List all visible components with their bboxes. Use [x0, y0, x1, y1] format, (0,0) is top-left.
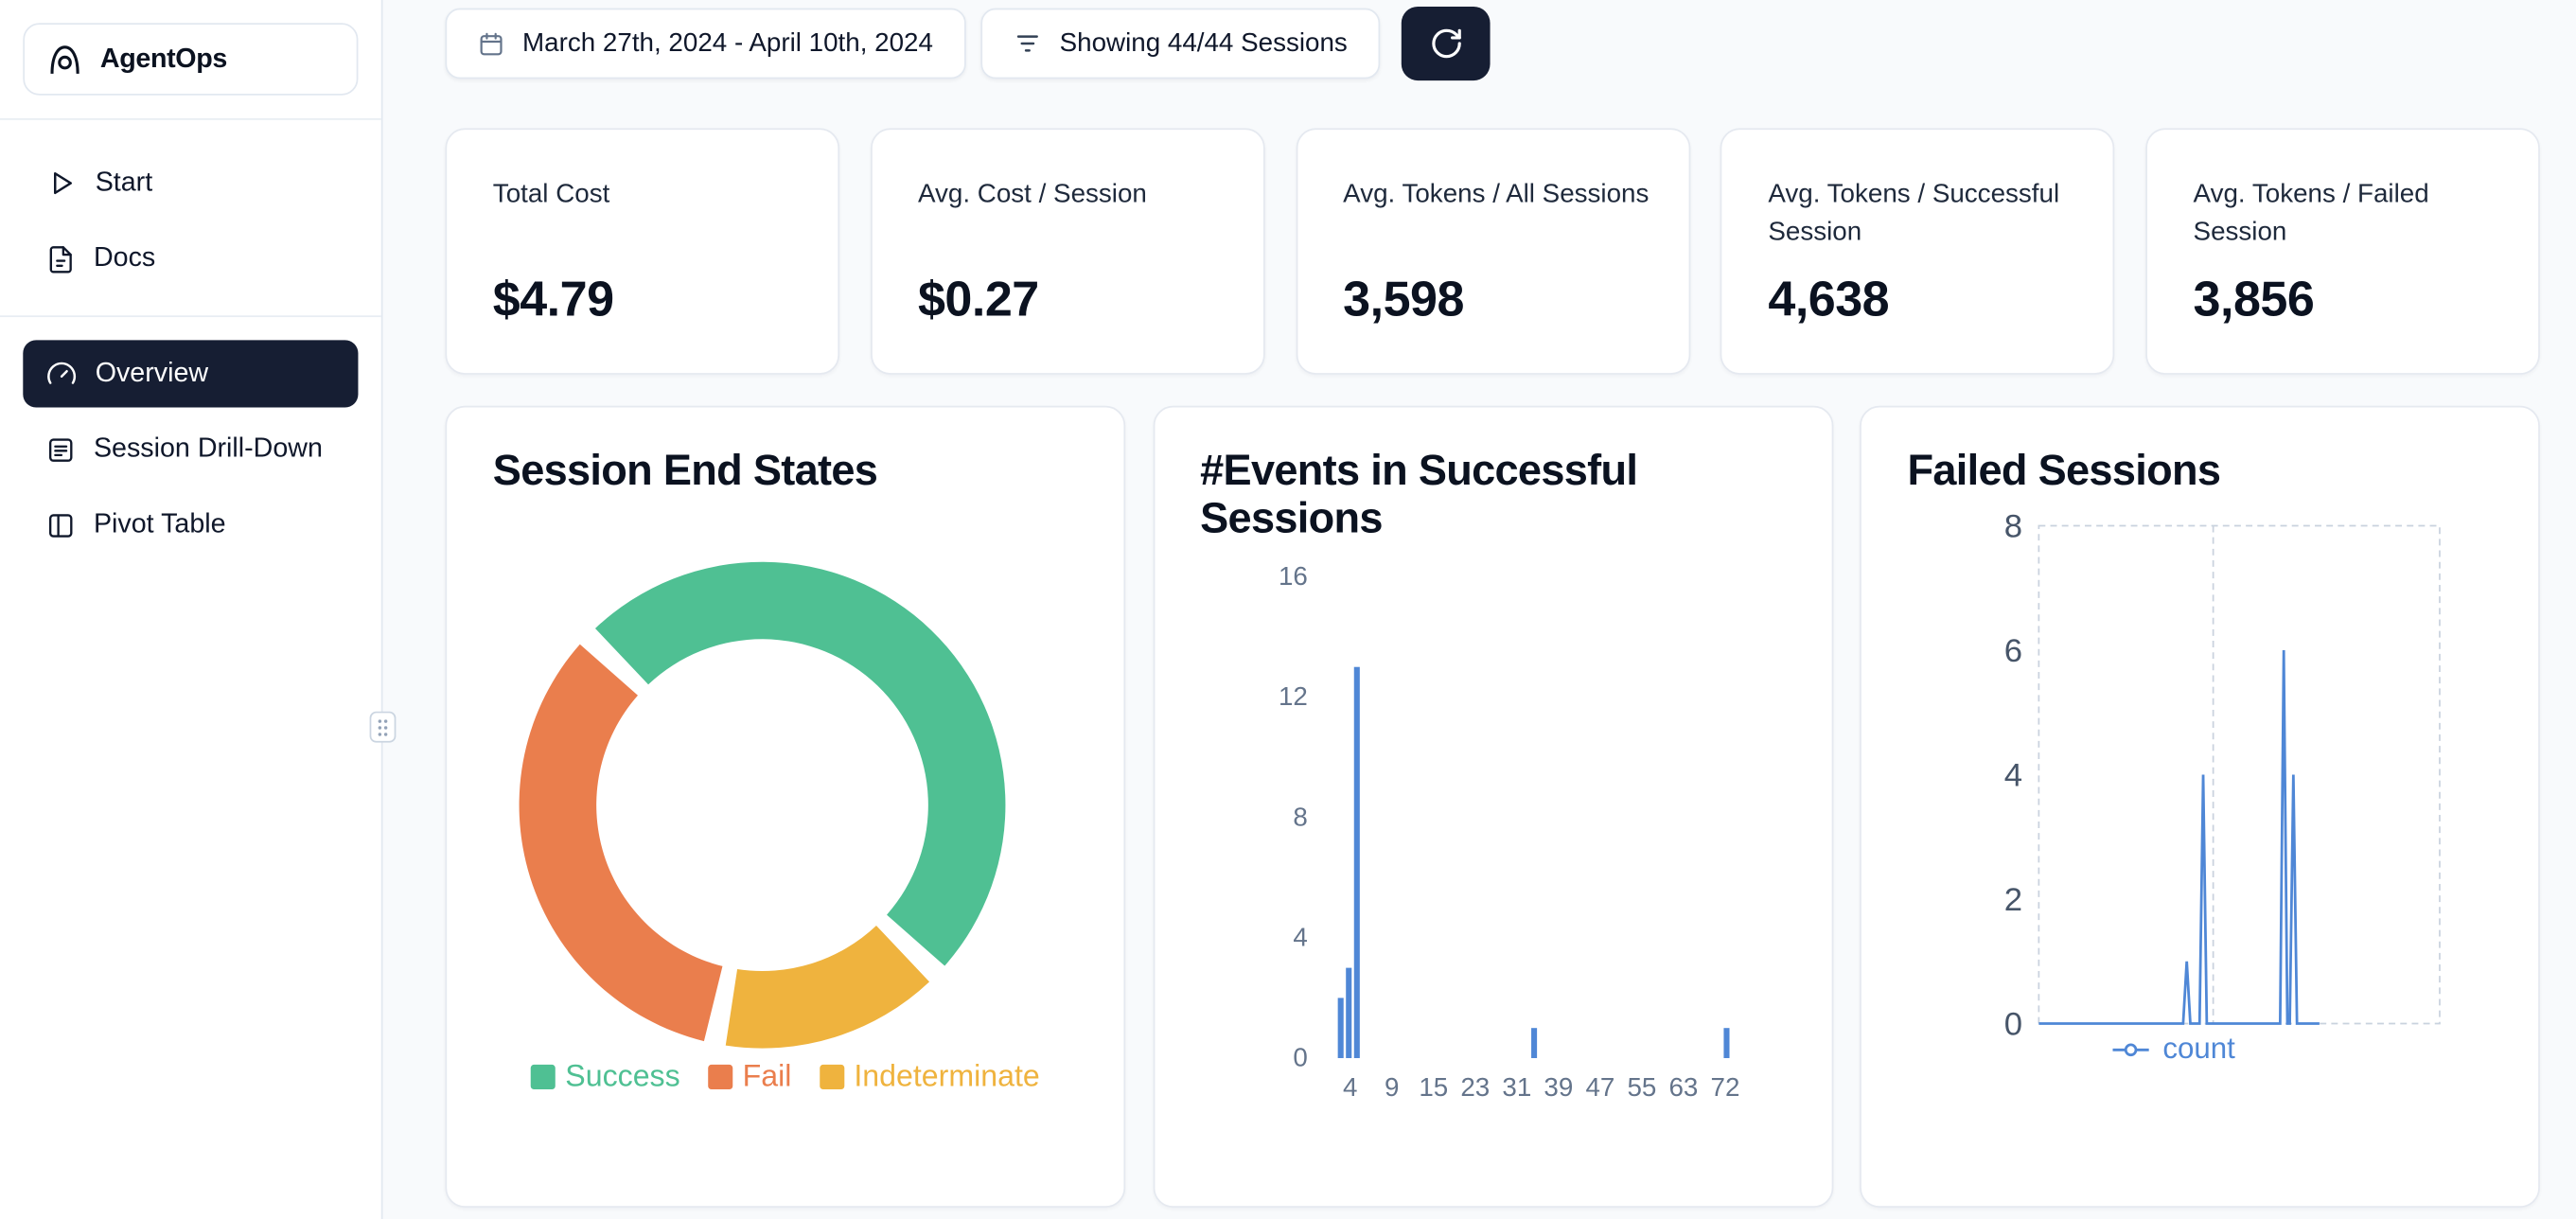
stat-title: Avg. Tokens / Successful Session [1768, 180, 2060, 247]
legend-label: Success [565, 1057, 680, 1093]
svg-text:9: 9 [1384, 1072, 1398, 1102]
stat-card-avg-tokens-all: Avg. Tokens / All Sessions 3,598 [1295, 128, 1690, 375]
date-range-button[interactable]: March 27th, 2024 - April 10th, 2024 [445, 8, 966, 80]
svg-text:0: 0 [1293, 1043, 1307, 1072]
stat-value: $4.79 [492, 273, 614, 327]
document-icon [49, 245, 72, 273]
legend-swatch-icon [819, 1064, 844, 1089]
refresh-icon [1431, 28, 1461, 59]
stats-row: Total Cost $4.79 Avg. Cost / Session $0.… [445, 128, 2540, 375]
donut-chart [519, 561, 1006, 1049]
sidebar-item-docs[interactable]: Docs [23, 225, 358, 292]
legend-item-indeterminate[interactable]: Indeterminate [819, 1057, 1040, 1094]
gauge-icon [47, 362, 77, 384]
stat-title: Avg. Tokens / All Sessions [1343, 180, 1650, 209]
stat-title: Avg. Tokens / Failed Session [2193, 180, 2429, 247]
main-content: March 27th, 2024 - April 10th, 2024 Show… [382, 0, 2576, 1219]
chart-legend: Success Fail Indeterminate [447, 1058, 1123, 1094]
sidebar-resize-handle[interactable] [369, 711, 397, 743]
toolbar: March 27th, 2024 - April 10th, 2024 Show… [445, 6, 2539, 81]
svg-text:31: 31 [1502, 1072, 1531, 1102]
list-icon [48, 437, 73, 462]
sidebar-divider [0, 117, 381, 120]
chart-title: #Events in Successful Sessions [1200, 445, 1638, 543]
filter-icon [1016, 35, 1038, 52]
stat-title: Avg. Cost / Session [917, 180, 1147, 209]
svg-text:39: 39 [1544, 1072, 1573, 1102]
stat-card-avg-cost-session: Avg. Cost / Session $0.27 [870, 128, 1265, 375]
chart-title: Failed Sessions [1907, 445, 2221, 495]
stat-value: $0.27 [917, 273, 1039, 327]
sidebar: AgentOps Start Docs O [0, 0, 383, 1219]
svg-text:8: 8 [1293, 802, 1307, 831]
legend-item-fail[interactable]: Fail [708, 1058, 791, 1094]
svg-text:12: 12 [1278, 681, 1307, 711]
sidebar-item-session-drill-down[interactable]: Session Drill-Down [23, 415, 358, 483]
svg-text:55: 55 [1627, 1072, 1656, 1102]
svg-text:0: 0 [2004, 1007, 2022, 1043]
stat-title: Total Cost [492, 180, 610, 209]
sidebar-nav: Start Docs Overview [0, 143, 381, 558]
legend-swatch-icon [530, 1064, 556, 1089]
svg-text:4: 4 [2004, 758, 2022, 794]
svg-text:23: 23 [1460, 1072, 1490, 1102]
stat-card-avg-tokens-failed: Avg. Tokens / Failed Session 3,856 [2145, 128, 2540, 375]
sessions-filter-label: Showing 44/44 Sessions [1059, 28, 1348, 57]
line-chart: 0 2 4 6 8 [2004, 509, 2441, 1043]
svg-text:63: 63 [1668, 1072, 1698, 1102]
refresh-button[interactable] [1402, 6, 1491, 81]
nav-label: Overview [95, 358, 209, 388]
legend-label: Fail [742, 1057, 792, 1093]
session-end-states-card: Session End States Success Fail Indetermin… [445, 405, 1126, 1208]
calendar-icon [480, 31, 503, 55]
sidebar-divider [0, 315, 381, 318]
svg-text:72: 72 [1710, 1072, 1739, 1102]
sidebar-item-pivot-table[interactable]: Pivot Table [23, 491, 358, 558]
legend-label: count [2162, 1032, 2235, 1065]
svg-text:4: 4 [1342, 1072, 1356, 1102]
stat-card-avg-tokens-successful: Avg. Tokens / Successful Session 4,638 [1720, 128, 2115, 375]
stat-value: 4,638 [1768, 273, 1890, 327]
agentops-logo-icon [50, 44, 79, 73]
sidebar-item-overview[interactable]: Overview [23, 340, 359, 408]
play-icon [53, 172, 72, 195]
stat-card-total-cost: Total Cost $4.79 [445, 128, 840, 375]
svg-text:6: 6 [2004, 633, 2022, 669]
events-histogram-card: #Events in Successful Sessions 0 4 8 12 16 4 9… [1152, 405, 1833, 1208]
failed-sessions-card: Failed Sessions 0 2 4 6 8 count [1860, 405, 2540, 1208]
chart-title: Session End States [492, 445, 878, 495]
svg-text:47: 47 [1585, 1072, 1614, 1102]
sessions-filter-button[interactable]: Showing 44/44 Sessions [980, 8, 1381, 80]
svg-text:4: 4 [1293, 923, 1307, 952]
date-range-label: March 27th, 2024 - April 10th, 2024 [522, 28, 933, 57]
svg-text:2: 2 [2004, 882, 2022, 918]
grip-dots-icon [378, 718, 388, 735]
stat-value: 3,598 [1343, 273, 1464, 327]
svg-text:8: 8 [2004, 509, 2022, 545]
count-legend-item[interactable]: count [1861, 1032, 2512, 1066]
nav-label: Session Drill-Down [93, 433, 323, 464]
svg-text:15: 15 [1418, 1072, 1447, 1102]
svg-text:16: 16 [1278, 561, 1307, 591]
line-marker-icon [2113, 1042, 2150, 1056]
legend-label: Indeterminate [854, 1057, 1040, 1093]
table-columns-icon [48, 513, 73, 537]
nav-label: Docs [93, 242, 156, 274]
stat-value: 3,856 [2193, 273, 2315, 327]
nav-label: Pivot Table [93, 509, 226, 539]
app-logo[interactable]: AgentOps [23, 23, 359, 96]
app-title: AgentOps [99, 44, 227, 74]
charts-row: Session End States Success Fail Indetermin… [445, 405, 2540, 1208]
nav-label: Start [95, 168, 153, 198]
sidebar-item-start[interactable]: Start [23, 150, 358, 217]
legend-item-success[interactable]: Success [530, 1057, 680, 1094]
legend-swatch-icon [708, 1064, 733, 1089]
